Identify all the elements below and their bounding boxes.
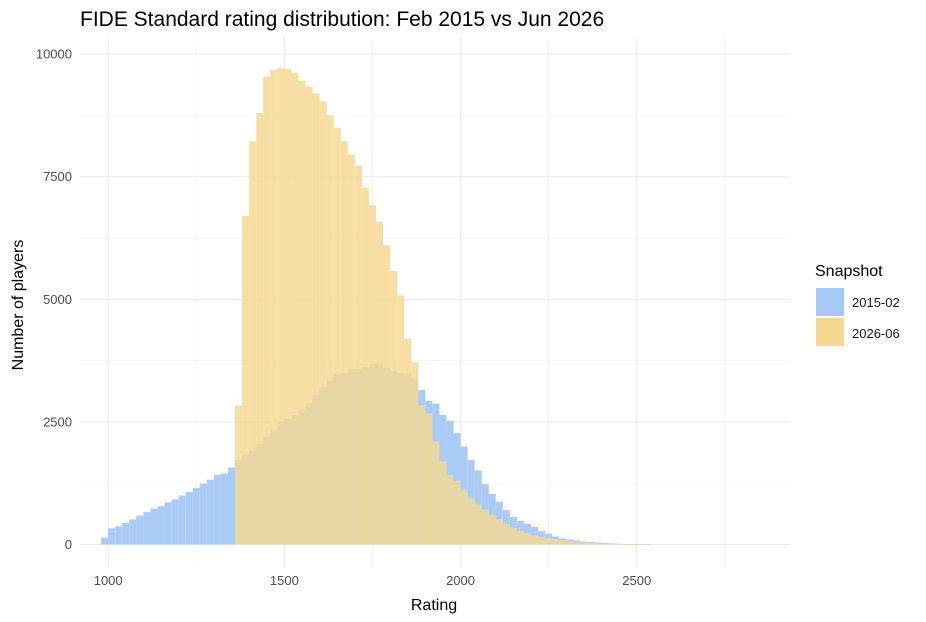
bar-2026-06 [509, 527, 517, 545]
x-tick-label: 1000 [94, 573, 123, 588]
bar-2026-06 [538, 536, 546, 545]
bar-2026-06 [404, 338, 412, 545]
bar-2026-06 [340, 141, 348, 545]
x-tick-label: 1500 [270, 573, 299, 588]
bar-2026-06 [256, 112, 264, 545]
bar-2026-06 [601, 543, 609, 545]
legend-swatch-2015-02 [816, 288, 844, 316]
bar-2026-06 [432, 441, 440, 545]
bar-2026-06 [615, 544, 623, 545]
bar-2026-06 [354, 165, 362, 545]
bar-2026-06 [375, 221, 384, 545]
bar-2015-02 [150, 508, 158, 545]
bar-2026-06 [263, 76, 271, 545]
bar-2026-06 [305, 86, 313, 545]
axis-ticks: 0 2500 5000 7500 10000 1000 1500 2000 2500 [36, 47, 651, 588]
bar-2026-06 [516, 530, 524, 545]
chart-title: FIDE Standard rating distribution: Feb 2… [80, 8, 604, 31]
bar-2026-06 [502, 523, 510, 545]
bar-2026-06 [467, 497, 475, 545]
bar-2026-06 [291, 72, 299, 545]
bar-2026-06 [495, 518, 503, 545]
bar-2026-06 [552, 539, 560, 545]
x-axis-title: Rating [411, 597, 457, 614]
bar-2026-06 [383, 245, 391, 545]
bar-2026-06 [333, 127, 341, 545]
legend-label-2026-06: 2026-06 [852, 326, 900, 341]
bar-2026-06 [446, 474, 454, 545]
bar-2026-06 [594, 543, 602, 545]
bar-2015-02 [122, 522, 130, 545]
bar-2026-06 [545, 538, 553, 545]
bar-2015-02 [129, 519, 137, 545]
bar-2026-06 [453, 480, 461, 545]
bar-2026-06 [531, 535, 539, 545]
bar-2015-02 [199, 483, 207, 545]
legend-swatch-2026-06 [816, 318, 844, 346]
bar-2026-06 [580, 542, 588, 545]
bar-2015-02 [143, 512, 151, 545]
y-tick-label: 7500 [43, 169, 72, 184]
legend: Snapshot 2015-02 2026-06 [815, 263, 900, 346]
bar-2015-02 [101, 537, 109, 545]
bar-2026-06 [249, 141, 257, 545]
bar-2026-06 [347, 154, 355, 545]
bar-2026-06 [277, 67, 285, 545]
legend-label-2015-02: 2015-02 [852, 295, 900, 310]
x-tick-label: 2500 [622, 573, 651, 588]
bar-2026-06 [559, 540, 567, 545]
bar-2026-06 [439, 461, 447, 545]
bar-2015-02 [115, 526, 123, 545]
bar-2015-02 [164, 502, 172, 545]
bar-2015-02 [192, 488, 200, 545]
y-tick-label: 0 [65, 537, 72, 552]
bar-2026-06 [235, 405, 243, 545]
bar-2026-06 [368, 205, 376, 545]
y-axis-title: Number of players [10, 240, 27, 371]
bar-2015-02 [213, 474, 221, 545]
bar-2026-06 [608, 543, 616, 545]
bar-2015-02 [220, 473, 228, 545]
bar-2026-06 [474, 504, 482, 545]
bar-2026-06 [361, 187, 369, 545]
bar-2026-06 [643, 544, 651, 545]
bar-2026-06 [390, 270, 398, 545]
legend-title: Snapshot [815, 263, 883, 280]
bar-2026-06 [397, 295, 405, 545]
bar-2026-06 [418, 405, 426, 545]
bar-2026-06 [411, 362, 419, 545]
bar-2026-06 [270, 69, 278, 545]
bar-2026-06 [312, 93, 320, 545]
bar-2026-06 [284, 68, 292, 545]
bar-2015-02 [108, 528, 116, 545]
bar-2026-06 [587, 542, 595, 545]
bar-2026-06 [460, 489, 468, 545]
y-tick-label: 2500 [43, 414, 72, 429]
bar-2026-06 [481, 509, 489, 545]
y-tick-label: 10000 [36, 47, 72, 62]
bar-2015-02 [157, 506, 165, 545]
bar-2026-06 [242, 215, 250, 545]
bar-2015-02 [136, 515, 144, 545]
bar-2026-06 [629, 544, 637, 545]
bar-2015-02 [206, 479, 214, 545]
bar-2026-06 [523, 533, 532, 545]
series-2026-06-bars [235, 67, 651, 545]
bar-2026-06 [488, 515, 496, 545]
bar-2026-06 [298, 80, 306, 545]
x-tick-label: 2000 [446, 573, 475, 588]
bar-2026-06 [319, 101, 327, 545]
bar-2026-06 [622, 544, 630, 545]
bar-2015-02 [178, 495, 186, 545]
bar-2026-06 [326, 115, 334, 545]
bar-2026-06 [636, 544, 644, 545]
bar-2026-06 [425, 413, 433, 545]
bar-2015-02 [227, 467, 236, 545]
y-tick-label: 5000 [43, 292, 72, 307]
bar-2026-06 [573, 541, 581, 545]
bar-2026-06 [566, 541, 574, 545]
bar-2015-02 [185, 492, 193, 545]
bar-2015-02 [171, 499, 179, 545]
